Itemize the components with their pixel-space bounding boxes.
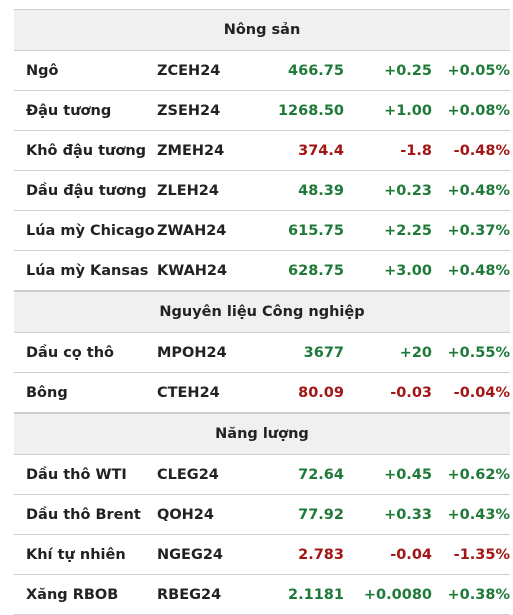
contract-code: CLEG24 [157,466,219,483]
change-percent: +0.48% [447,262,510,279]
change-percent: +0.48% [447,182,510,199]
commodity-name: Dầu cọ thô [26,344,115,361]
commodity-name: Dầu đậu tương [26,182,147,199]
table-row: Dầu thô Brent QOH24 77.92 +0.33 +0.43% [14,495,510,535]
change: +0.0080 [363,586,432,603]
price: 48.39 [298,182,344,199]
price: 615.75 [288,222,344,239]
commodity-name: Lúa mỳ Chicago [26,222,155,239]
contract-code: QOH24 [157,506,214,523]
price: 72.64 [298,466,344,483]
contract-code: ZCEH24 [157,62,221,79]
section-header-industrial: Nguyên liệu Công nghiệp [14,291,510,333]
change-percent: +0.62% [447,466,510,483]
table-row: Dầu cọ thô MPOH24 3677 +20 +0.55% [14,333,510,373]
change: -1.8 [400,142,432,159]
change: -0.04 [390,546,432,563]
change-percent: +0.43% [447,506,510,523]
change-percent: +0.55% [447,344,510,361]
price: 80.09 [298,384,344,401]
contract-code: MPOH24 [157,344,227,361]
price: 466.75 [288,62,344,79]
price: 77.92 [298,506,344,523]
change: +2.25 [384,222,432,239]
table-row: Dầu đậu tương ZLEH24 48.39 +0.23 +0.48% [14,171,510,211]
price: 2.783 [298,546,344,563]
contract-code: ZLEH24 [157,182,219,199]
table-row: Khí tự nhiên NGEG24 2.783 -0.04 -1.35% [14,535,510,575]
table-row: Khô đậu tương ZMEH24 374.4 -1.8 -0.48% [14,131,510,171]
commodity-name: Khí tự nhiên [26,546,126,563]
contract-code: ZMEH24 [157,142,225,159]
section-header-agriculture: Nông sản [14,9,510,51]
change: +0.33 [384,506,432,523]
table-row: Dầu thô WTI CLEG24 72.64 +0.45 +0.62% [14,455,510,495]
commodity-name: Bông [26,384,68,401]
contract-code: ZSEH24 [157,102,221,119]
table-row: Lúa mỳ Chicago ZWAH24 615.75 +2.25 +0.37… [14,211,510,251]
price: 1268.50 [277,102,344,119]
table-row: Lúa mỳ Kansas KWAH24 628.75 +3.00 +0.48% [14,251,510,291]
contract-code: ZWAH24 [157,222,227,239]
change: +0.45 [384,466,432,483]
change: +0.25 [384,62,432,79]
price: 2.1181 [288,586,344,603]
change-percent: -1.35% [453,546,510,563]
change-percent: -0.04% [453,384,510,401]
change-percent: +0.08% [447,102,510,119]
change: +0.23 [384,182,432,199]
change: +1.00 [384,102,432,119]
price: 374.4 [298,142,344,159]
section-header-energy: Năng lượng [14,413,510,455]
change: +3.00 [384,262,432,279]
table-row: Ngô ZCEH24 466.75 +0.25 +0.05% [14,51,510,91]
change-percent: +0.05% [447,62,510,79]
commodity-name: Khô đậu tương [26,142,147,159]
price: 3677 [303,344,344,361]
change-percent: -0.48% [453,142,510,159]
change: +20 [399,344,432,361]
table-row: Xăng RBOB RBEG24 2.1181 +0.0080 +0.38% [14,575,510,615]
change-percent: +0.38% [447,586,510,603]
commodity-name: Xăng RBOB [26,586,119,603]
commodity-name: Đậu tương [26,102,112,119]
commodity-name: Dầu thô Brent [26,506,141,523]
contract-code: KWAH24 [157,262,228,279]
commodity-name: Lúa mỳ Kansas [26,262,149,279]
contract-code: CTEH24 [157,384,220,401]
commodity-price-table: Nông sản Ngô ZCEH24 466.75 +0.25 +0.05% … [14,9,510,615]
contract-code: NGEG24 [157,546,224,563]
change-percent: +0.37% [447,222,510,239]
table-row: Bông CTEH24 80.09 -0.03 -0.04% [14,373,510,413]
commodity-name: Ngô [26,62,59,79]
price: 628.75 [288,262,344,279]
change: -0.03 [390,384,432,401]
table-row: Đậu tương ZSEH24 1268.50 +1.00 +0.08% [14,91,510,131]
commodity-name: Dầu thô WTI [26,466,127,483]
contract-code: RBEG24 [157,586,222,603]
